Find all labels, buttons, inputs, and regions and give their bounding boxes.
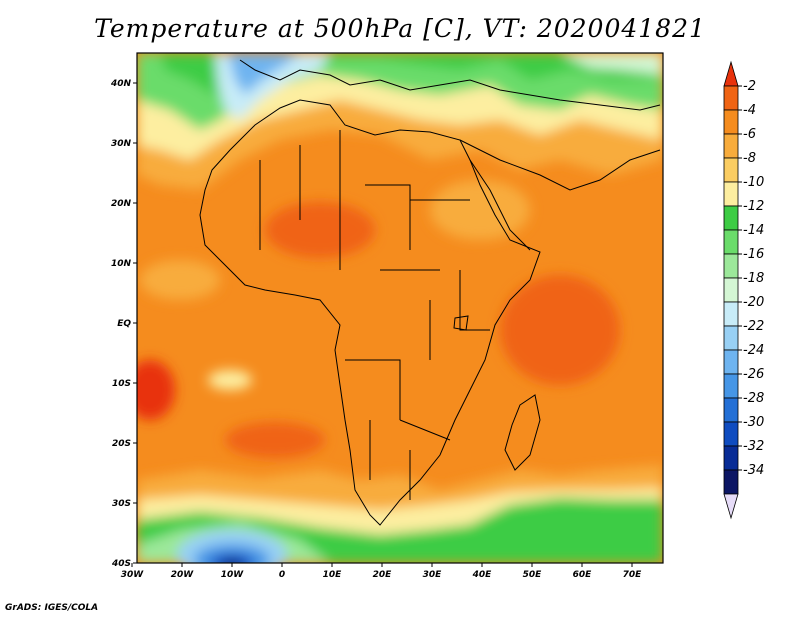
colorbar-label: -30 [743,415,764,430]
lat-tick-label: 30N [111,139,132,149]
colorbar-segment [723,325,739,351]
colorbar-segment [723,181,739,207]
lat-tick-label: 40S [111,559,131,569]
lon-tick-label: 40E [472,570,493,580]
colorbar-arrow-top [723,60,739,87]
latitude-axis: 40N 30N 20N 10N EQ 10S 20S 30S 40S [110,79,137,569]
lat-tick-label: 30S [112,499,131,509]
country-borders [259,130,490,500]
red-sea-coastline [469,159,531,251]
colorbar-label: -16 [743,247,764,262]
colorbar-label: -10 [743,175,764,190]
madagascar-coastline [504,394,541,471]
colorbar: -2 -4 -6 -8 -10 -12 -14 -16 -18 -20 -22 -24 -26 -28 -3… [723,60,764,520]
lon-tick-label: 70E [623,570,643,580]
colorbar-label: -8 [743,151,756,166]
lon-tick-label: 20E [373,570,393,580]
colorbar-segment [723,445,739,471]
colorbar-segment [723,133,739,159]
colorbar-label: -4 [743,103,756,118]
colorbar-segment [723,85,739,111]
colorbar-segment [723,349,739,375]
colorbar-segment [723,157,739,183]
colorbar-segment [723,253,739,279]
map-title: Temperature at 500hPa [C], VT: 202004182… [94,14,706,43]
lon-tick-label: 60E [573,570,593,580]
colorbar-segment [723,373,739,399]
colorbar-segment [723,109,739,135]
lon-tick-label: 30W [121,570,145,580]
lat-tick-label: 20N [111,199,132,209]
contour-field [137,53,663,563]
lon-tick-label: 50E [523,570,543,580]
lon-tick-label: 30E [423,570,443,580]
arabia-coastline [459,139,661,191]
colorbar-arrow-bottom [723,493,739,520]
lat-tick-label: EQ [117,319,131,329]
colorbar-label: -18 [743,271,764,286]
lon-tick-label: 10W [221,570,245,580]
plot-frame [136,52,664,564]
lake-victoria [453,315,469,331]
coastlines [199,59,661,526]
colorbar-segment [723,205,739,231]
colorbar-label: -24 [743,343,764,358]
lat-tick-label: 40N [110,79,132,89]
lat-tick-label: 20S [112,439,131,449]
europe-coastline [239,59,661,111]
africa-coastline [199,99,541,526]
lon-tick-label: 0 [279,570,285,580]
longitude-axis: 30W 20W 10W 0 10E 20E 30E 40E 50E 60E 70E [121,563,642,580]
colorbar-label: -22 [743,319,764,334]
colorbar-label: -2 [743,79,756,94]
colorbar-label: -28 [743,391,764,406]
colorbar-label: -32 [743,439,764,454]
colorbar-label: -6 [743,127,756,142]
lat-tick-label: 10S [112,379,131,389]
colorbar-label: -14 [743,223,764,238]
lat-tick-label: 10N [111,259,132,269]
lon-tick-label: 10E [323,570,343,580]
colorbar-segment [723,301,739,327]
colorbar-label: -12 [743,199,764,214]
credit-label: GrADS: IGES/COLA [5,603,99,613]
lon-tick-label: 20W [171,570,195,580]
colorbar-segment [723,397,739,423]
colorbar-segment [723,469,739,495]
colorbar-segment [723,277,739,303]
colorbar-segment [723,229,739,255]
colorbar-label: -26 [743,367,764,382]
colorbar-label: -20 [743,295,764,310]
colorbar-segment [723,421,739,447]
colorbar-label: -34 [743,463,764,478]
